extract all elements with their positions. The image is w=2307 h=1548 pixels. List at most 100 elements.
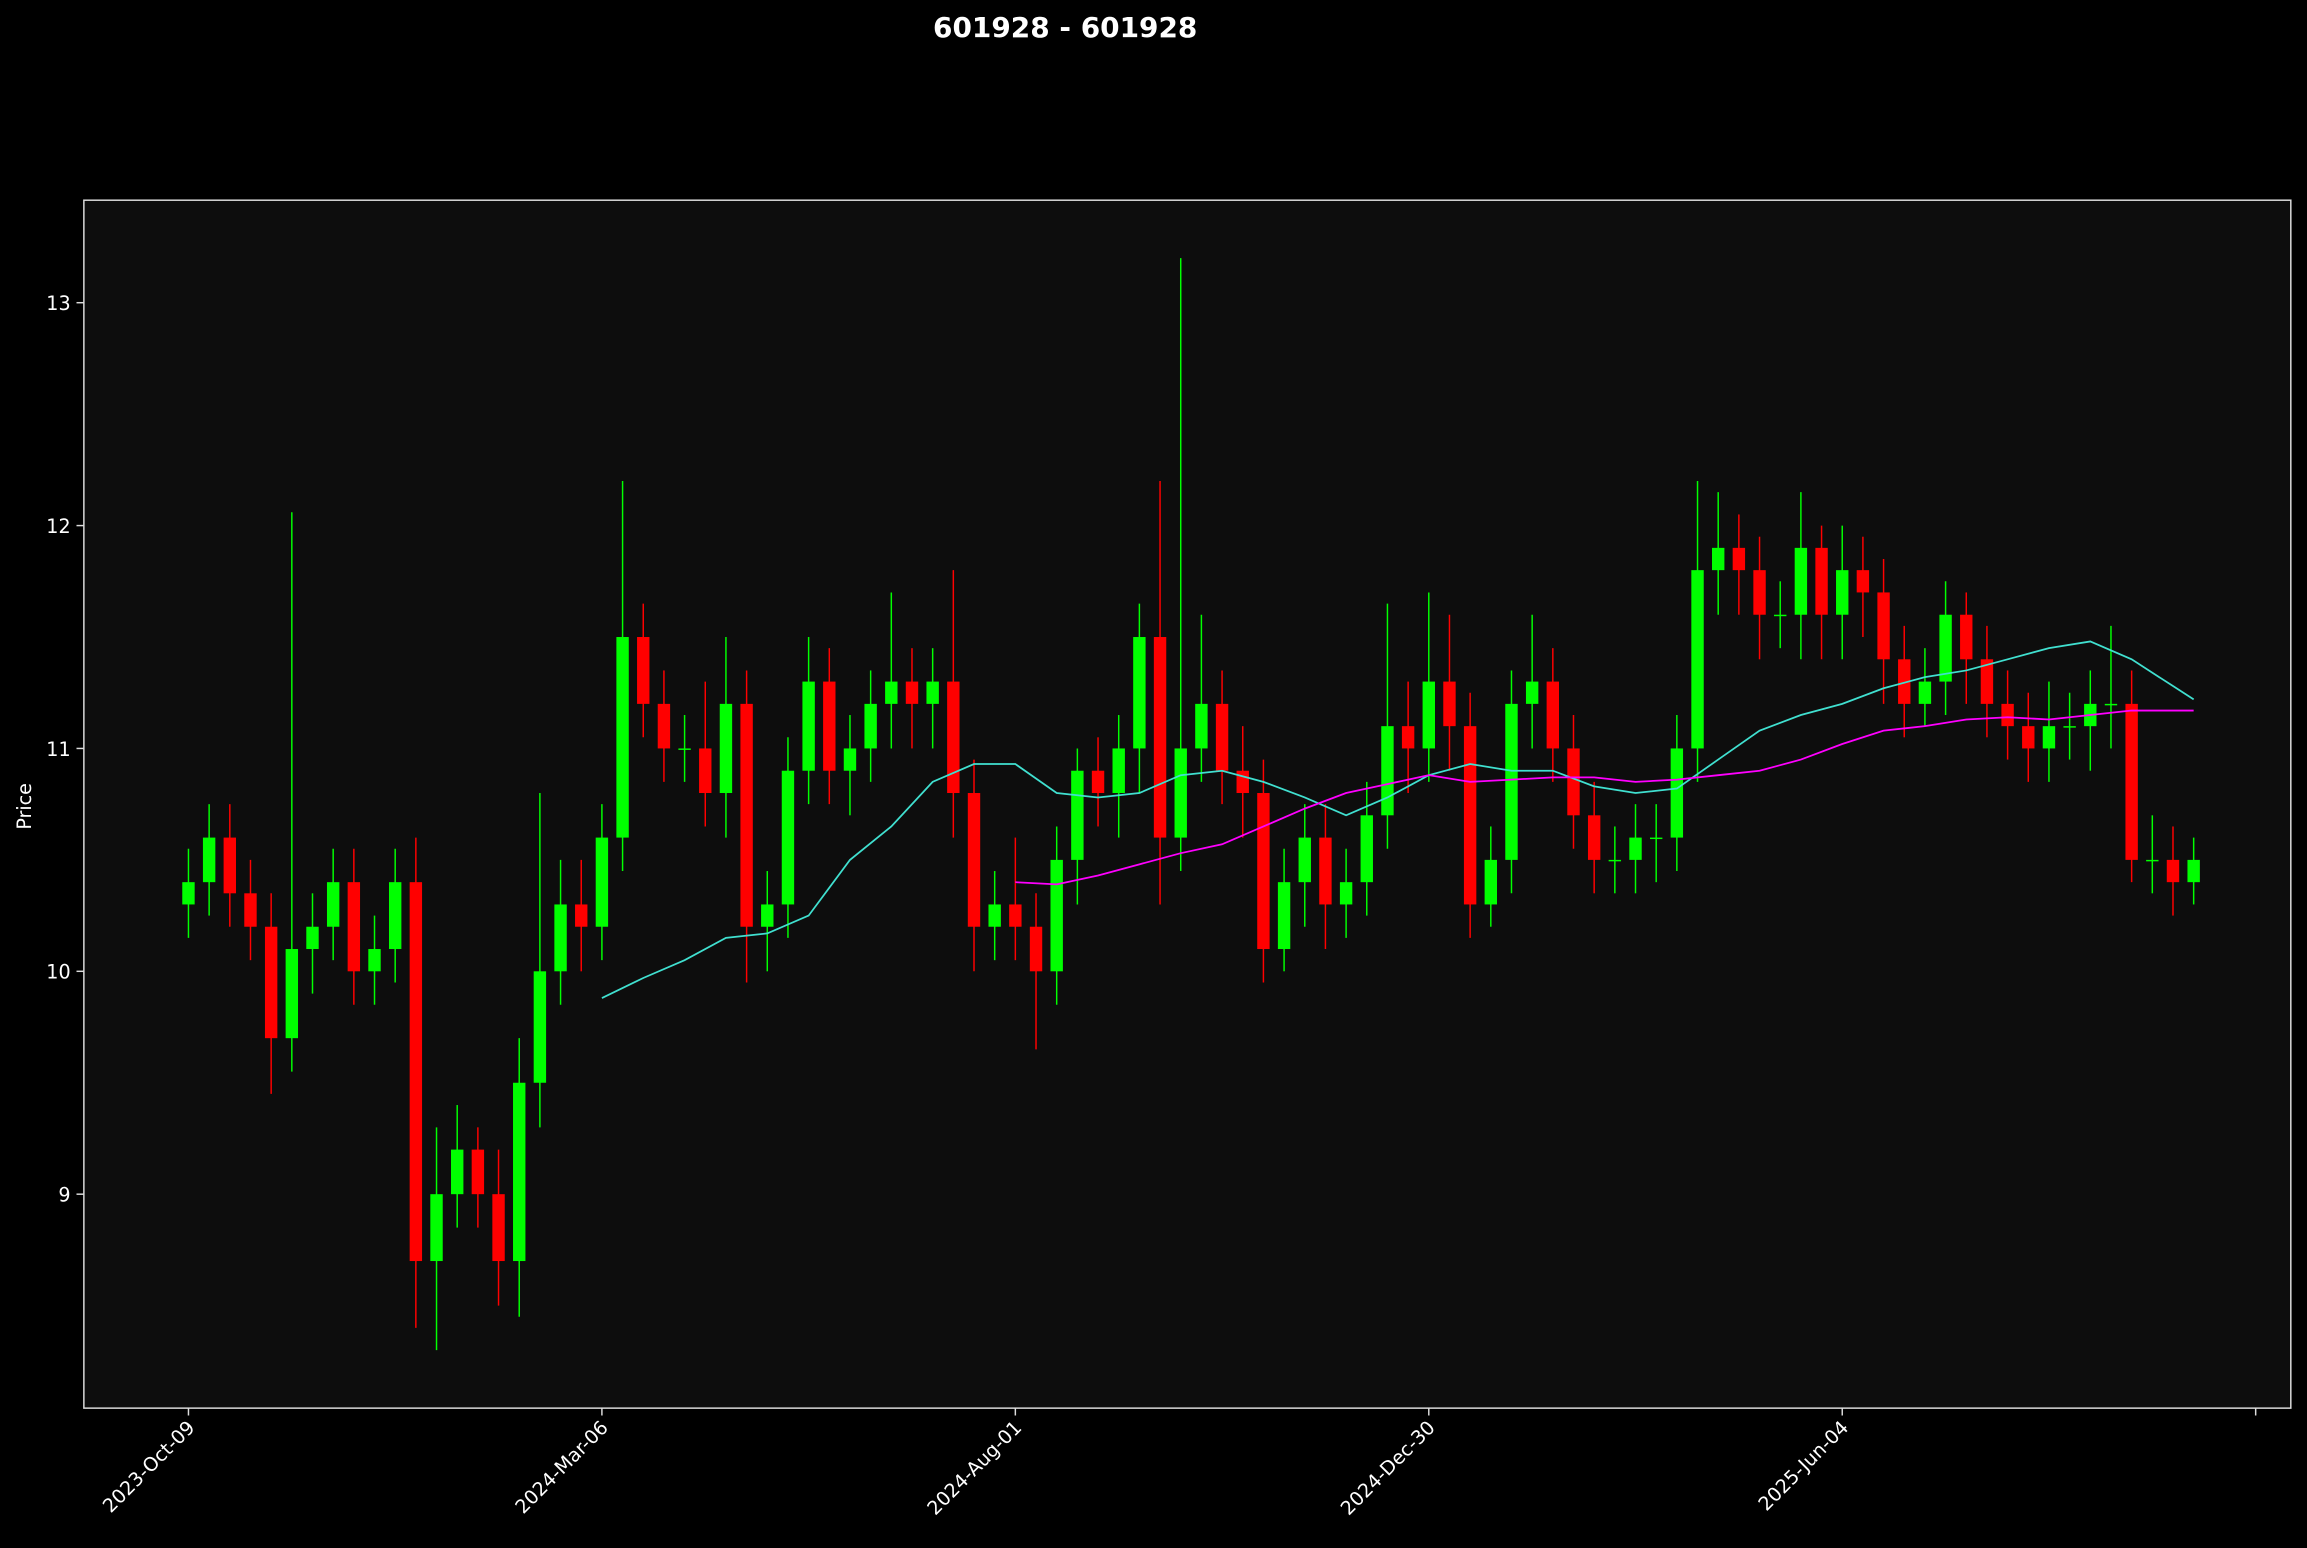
- candle-body: [1112, 748, 1125, 794]
- candle-body: [1422, 681, 1435, 749]
- candle-body: [1381, 726, 1394, 816]
- candle-body: [678, 748, 691, 750]
- candle-body: [1567, 748, 1580, 816]
- candle-body: [471, 1149, 485, 1195]
- candle-body: [2063, 726, 2076, 728]
- candle-body: [1753, 570, 1766, 615]
- candle-body: [1029, 926, 1043, 972]
- candle-body: [1794, 547, 1808, 615]
- candle-body: [1215, 703, 1229, 771]
- candle-body: [1133, 637, 1146, 749]
- candle-body: [182, 882, 195, 905]
- candle-body: [1732, 547, 1746, 571]
- candle-body: [244, 893, 257, 927]
- candle-body: [905, 681, 919, 704]
- candle-body: [843, 748, 857, 771]
- candle-body: [947, 681, 960, 794]
- candle-body: [2166, 859, 2180, 883]
- candle-body: [1918, 681, 1932, 704]
- candle-body: [2042, 726, 2056, 749]
- moving-average-line: [1015, 709, 2194, 886]
- candle-body: [1711, 547, 1725, 571]
- candle-body: [1670, 748, 1684, 838]
- candle-body: [347, 882, 361, 972]
- candle-body: [1339, 882, 1353, 905]
- candle-body: [306, 926, 319, 950]
- chart-title: 601928 - 601928: [933, 11, 1197, 44]
- y-tick-label: 9: [58, 1184, 70, 1207]
- plot-area: [83, 199, 2292, 1409]
- candle-body: [1587, 815, 1601, 860]
- candle-body: [1815, 547, 1828, 615]
- candle-body: [761, 904, 774, 927]
- candle-body: [264, 926, 278, 1039]
- candle-body: [1608, 859, 1622, 862]
- candle-body: [988, 904, 1001, 927]
- candle-body: [616, 637, 629, 838]
- candle-body: [1505, 703, 1518, 860]
- candle-body: [699, 748, 712, 794]
- candle-body: [388, 882, 402, 950]
- candle-body: [1091, 770, 1105, 794]
- candle-body: [657, 703, 671, 749]
- candle-body: [595, 837, 609, 927]
- candle-body: [740, 703, 753, 927]
- candle-body: [1298, 837, 1311, 883]
- candle-body: [1463, 726, 1477, 905]
- candle-body: [1836, 570, 1849, 615]
- candle-body: [967, 793, 981, 927]
- candle-body: [926, 681, 939, 704]
- candle-body: [368, 949, 381, 972]
- y-tick-label: 10: [46, 961, 70, 984]
- candle-body: [1009, 904, 1022, 927]
- candle-body: [802, 681, 815, 771]
- candle-body: [533, 971, 547, 1083]
- candle-body: [1877, 592, 1890, 660]
- moving-average-line: [601, 640, 2195, 999]
- candle-body: [1071, 770, 1084, 860]
- candle-body: [781, 770, 795, 905]
- candle-body: [1195, 703, 1208, 749]
- candle-body: [1050, 859, 1063, 972]
- candle-body: [1236, 770, 1249, 794]
- candle-body: [513, 1082, 526, 1262]
- candle-body: [2146, 859, 2159, 862]
- candle-body: [1546, 681, 1560, 749]
- candle-body: [1153, 637, 1167, 838]
- candle-body: [1401, 726, 1415, 749]
- candle-body: [823, 681, 836, 771]
- y-tick-label: 13: [46, 292, 70, 315]
- candle-body: [1277, 882, 1291, 950]
- candle-body: [1319, 837, 1332, 905]
- candle-body: [1939, 614, 1952, 682]
- candle-body: [2022, 726, 2035, 749]
- candle-body: [864, 703, 877, 749]
- candle-body: [554, 904, 567, 972]
- candle-body: [575, 904, 588, 927]
- candle-body: [1257, 793, 1270, 950]
- candle-body: [637, 637, 650, 704]
- candle-body: [451, 1149, 464, 1195]
- candle-body: [492, 1194, 505, 1262]
- candle-body: [885, 681, 898, 704]
- candle-body: [1649, 837, 1663, 840]
- candle-body: [409, 882, 423, 1262]
- candle-body: [1898, 659, 1911, 704]
- candle-body: [1856, 570, 1870, 593]
- candle-body: [1691, 570, 1704, 749]
- y-tick-label: 12: [46, 515, 70, 538]
- candle-body: [1980, 659, 1994, 704]
- candle-body: [1360, 815, 1373, 883]
- candle-body: [1960, 614, 1973, 660]
- candle-body: [202, 837, 216, 883]
- candle-body: [2104, 703, 2118, 706]
- candle-body: [2001, 703, 2014, 727]
- candle-body: [719, 703, 733, 794]
- candle-body: [430, 1194, 443, 1262]
- candle-body: [1525, 681, 1539, 704]
- candle-body: [1484, 859, 1498, 905]
- candle-body: [1174, 748, 1187, 838]
- candle-body: [1629, 837, 1642, 860]
